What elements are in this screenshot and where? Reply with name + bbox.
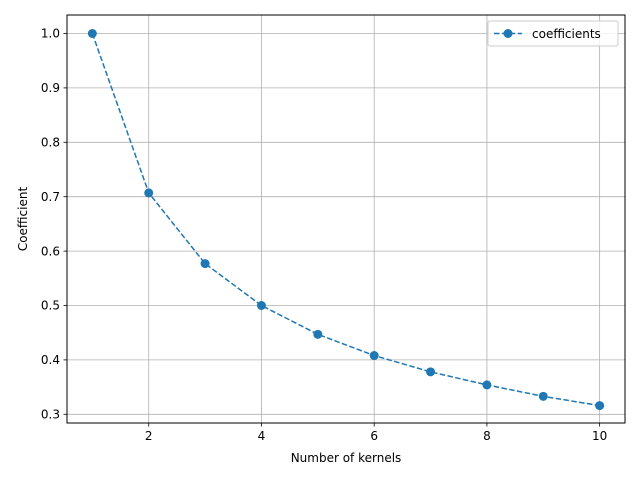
data-point — [595, 401, 605, 411]
x-tick-label: 10 — [592, 429, 607, 443]
x-tick-label: 4 — [258, 429, 266, 443]
legend-box — [487, 20, 619, 47]
plot-frame — [66, 14, 626, 424]
data-point — [482, 380, 492, 390]
y-axis-label: Coefficient — [16, 187, 30, 252]
data-point — [256, 300, 266, 310]
y-tick-label: 0.4 — [41, 353, 60, 367]
y-tick-label: 0.5 — [41, 299, 60, 313]
legend-marker-swatch — [503, 29, 513, 38]
y-tick-label: 0.7 — [41, 190, 60, 204]
x-tick-label: 6 — [370, 429, 378, 443]
x-tick-label: 8 — [483, 429, 491, 443]
data-point — [426, 367, 436, 377]
ticks: 2 4 6 8 10 0.3 0.4 0.5 0.6 0.7 0.8 0.9 1.0 — [41, 27, 607, 443]
data-point — [200, 259, 210, 269]
series-layer — [87, 28, 605, 411]
legend: coefficients — [487, 20, 619, 47]
data-point — [369, 351, 379, 361]
series-line-coefficients — [91, 33, 600, 407]
y-tick-label: 0.8 — [41, 135, 60, 149]
data-point — [144, 188, 154, 198]
y-tick-label: 0.6 — [41, 244, 60, 258]
y-tick-label: 0.9 — [41, 81, 60, 95]
data-point — [87, 28, 97, 38]
legend-label: coefficients — [532, 27, 601, 41]
data-point — [538, 391, 548, 401]
y-tick-label: 1.0 — [41, 27, 60, 41]
x-tick-label: 2 — [145, 429, 153, 443]
data-point — [313, 329, 323, 339]
y-tick-label: 0.3 — [41, 407, 60, 421]
x-axis-label: Number of kernels — [291, 451, 402, 465]
